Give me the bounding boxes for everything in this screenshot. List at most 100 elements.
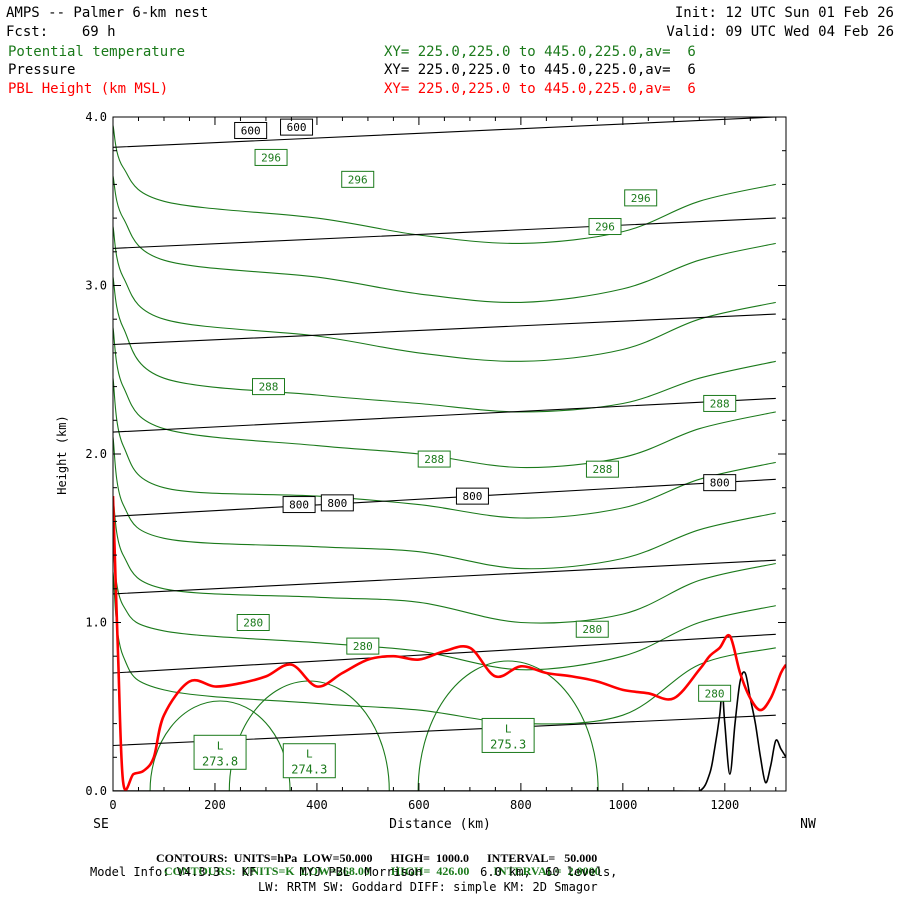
contour-label: 600 (280, 118, 314, 136)
contour-label: 288 (585, 460, 619, 478)
y-tick-label: 4.0 (85, 110, 107, 124)
pressure-contour-info: CONTOURS: UNITS=hPa LOW=50.000 HIGH= 100… (156, 851, 598, 865)
svg-text:280: 280 (705, 687, 725, 700)
svg-text:280: 280 (353, 640, 373, 653)
xy-potential-temperature: XY= 225.0,225.0 to 445.0,225.0,av= 6 (384, 44, 696, 60)
x-tick-label: 600 (408, 798, 430, 812)
theta-contour-290 (113, 327, 776, 469)
se-end-label: SE (93, 817, 109, 832)
field-pressure: Pressure (8, 62, 76, 78)
field-potential-temperature: Potential temperature (8, 44, 186, 60)
contour-label: 800 (282, 496, 316, 514)
y-tick-label: 3.0 (85, 279, 107, 293)
nw-end-label: NW (800, 817, 816, 832)
contour-label: 296 (624, 189, 658, 207)
svg-text:288: 288 (259, 381, 279, 394)
contour-label: 288 (252, 378, 286, 396)
contour-label: 800 (703, 474, 737, 492)
theta-minimum-label: L 274.3 (282, 743, 336, 779)
pbl-height-series (113, 496, 786, 791)
x-tick-label: 1000 (608, 798, 637, 812)
svg-text:800: 800 (463, 490, 483, 503)
svg-text:800: 800 (289, 499, 309, 512)
svg-text:280: 280 (582, 623, 602, 636)
svg-text:273.8: 273.8 (202, 754, 238, 768)
y-tick-label: 1.0 (85, 616, 107, 630)
pressure-contour-600 (113, 117, 776, 148)
theta-minimum-label: L 275.3 (481, 717, 535, 753)
contour-label: 296 (254, 148, 288, 166)
svg-text:296: 296 (348, 173, 368, 186)
contour-label: 800 (320, 494, 354, 512)
x-tick-label: 200 (204, 798, 226, 812)
theta-contour-296 (113, 175, 776, 304)
chart-title: AMPS -- Palmer 6-km nest (6, 5, 209, 21)
pressure-contour-800 (113, 478, 776, 517)
contour-label: 280 (236, 614, 270, 631)
svg-text:600: 600 (287, 121, 307, 134)
theta-contour-info: CONTOURS: UNITS=K LOW=268.00 HIGH= 426.0… (164, 864, 601, 878)
svg-text:296: 296 (595, 221, 615, 234)
y-tick-label: 0.0 (85, 784, 107, 798)
xy-pressure: XY= 225.0,225.0 to 445.0,225.0,av= 6 (384, 62, 696, 78)
theta-contour-288 (113, 378, 776, 519)
theta-contour-286 (113, 437, 776, 570)
forecast-hour: Fcst: 69 h (6, 24, 116, 40)
axes: 0 200 400 600 800 1000 1200 0.0 1.0 2.0 3.0 4.0 (85, 110, 786, 812)
theta-contour-280 (113, 546, 776, 671)
contour-label: 800 (455, 487, 489, 505)
theta-min-contour (417, 660, 599, 791)
contour-label: 280 (575, 620, 609, 638)
theta-contour-292 (113, 276, 776, 413)
x-tick-label: 0 (109, 798, 116, 812)
svg-text:280: 280 (243, 617, 263, 630)
terrain-profile (113, 671, 786, 791)
svg-text:275.3: 275.3 (490, 737, 526, 751)
svg-text:288: 288 (424, 453, 444, 466)
contour-label: 296 (341, 170, 375, 188)
pressure-contour-750 (113, 397, 776, 433)
terrain-line (113, 671, 786, 791)
pressure-contour-950 (113, 714, 776, 747)
svg-text:288: 288 (593, 463, 613, 476)
svg-text:296: 296 (631, 192, 651, 205)
contour-label: 288 (703, 394, 737, 412)
svg-text:L: L (217, 739, 224, 752)
x-tick-label: 800 (510, 798, 532, 812)
x-tick-label: 1200 (710, 798, 739, 812)
contour-labels: 600 600 296 296 296 296 288 288 288 288 800 800 800 8… (193, 118, 737, 779)
contour-label: 600 (234, 121, 268, 139)
physics-info: LW: RRTM SW: Goddard DIFF: simple KM: 2D… (258, 880, 598, 894)
pressure-contour-850 (113, 559, 776, 595)
pressure-contour-700 (113, 313, 776, 346)
valid-time: Valid: 09 UTC Wed 04 Feb 26 (666, 24, 894, 40)
pbl-height-line (113, 496, 786, 791)
theta-contour-282 (113, 571, 776, 725)
xy-pbl-height: XY= 225.0,225.0 to 445.0,225.0,av= 6 (384, 81, 696, 97)
pressure-contour-650 (113, 217, 776, 249)
svg-text:800: 800 (327, 497, 347, 510)
svg-text:L: L (505, 722, 512, 735)
model-info: Model Info: V4.3.3 KF MYJ PBL Morrison 6… (90, 865, 618, 879)
svg-text:800: 800 (710, 477, 730, 490)
pressure-contour-900 (113, 633, 776, 674)
field-pbl-height: PBL Height (km MSL) (8, 81, 169, 97)
svg-text:L: L (306, 748, 313, 761)
contour-label: 280 (346, 637, 380, 655)
svg-text:274.3: 274.3 (291, 763, 327, 777)
y-tick-label: 2.0 (85, 447, 107, 461)
svg-text:288: 288 (710, 397, 730, 410)
contour-label: 288 (417, 450, 451, 468)
svg-text:296: 296 (261, 151, 281, 164)
x-tick-label: 400 (306, 798, 328, 812)
theta-minimum-label: L 273.8 (193, 734, 247, 770)
init-time: Init: 12 UTC Sun 01 Feb 26 (674, 5, 894, 21)
contour-label: 296 (588, 218, 622, 236)
theta-contours (113, 125, 776, 791)
x-axis-label: Distance (km) (389, 817, 491, 832)
theta-contour-284 (113, 496, 776, 624)
svg-text:600: 600 (241, 124, 261, 137)
y-axis-label: Height (km) (55, 415, 69, 494)
theta-contour-294 (113, 226, 776, 362)
